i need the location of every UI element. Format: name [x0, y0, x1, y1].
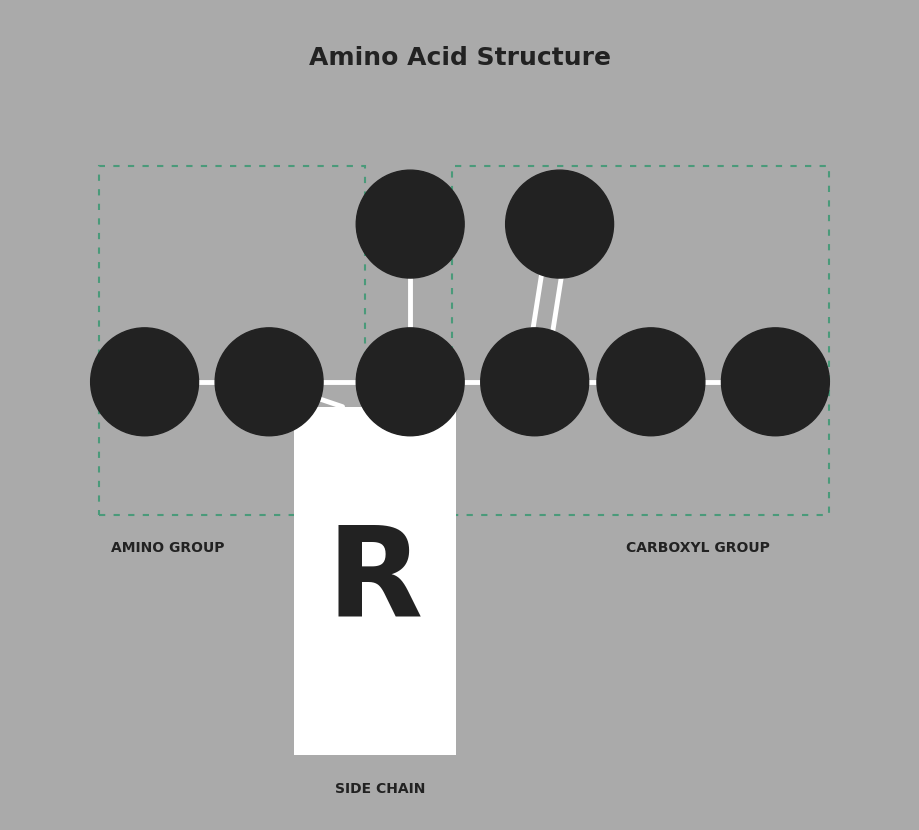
- Circle shape: [505, 170, 613, 278]
- Text: CARBOXYL GROUP: CARBOXYL GROUP: [625, 541, 769, 554]
- Circle shape: [215, 328, 323, 436]
- Bar: [294, 407, 455, 755]
- Circle shape: [481, 328, 588, 436]
- Bar: [99, 166, 364, 515]
- Circle shape: [596, 328, 704, 436]
- Circle shape: [720, 328, 828, 436]
- Bar: [451, 166, 828, 515]
- Circle shape: [356, 328, 464, 436]
- Text: SIDE CHAIN: SIDE CHAIN: [335, 782, 425, 795]
- Text: Amino Acid Structure: Amino Acid Structure: [309, 46, 610, 70]
- Text: AMINO GROUP: AMINO GROUP: [111, 541, 224, 554]
- Text: R: R: [326, 520, 423, 642]
- Circle shape: [91, 328, 199, 436]
- Circle shape: [356, 170, 464, 278]
